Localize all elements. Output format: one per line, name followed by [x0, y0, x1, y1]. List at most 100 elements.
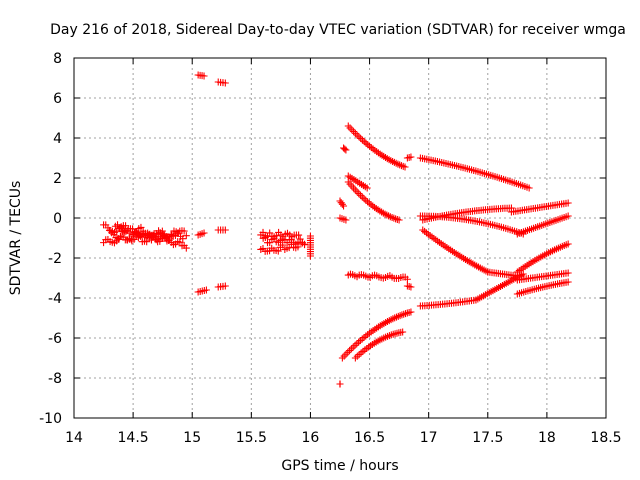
data-point-s19	[356, 337, 364, 345]
data-point-s15	[369, 145, 377, 153]
data-point-s15	[366, 142, 374, 150]
data-points	[100, 71, 572, 388]
data-point-s33	[564, 278, 572, 286]
data-point-s25	[564, 199, 572, 207]
y-tick-labels: -10 -8 -6 -4 -2 0 2 4 6 8	[39, 51, 62, 427]
data-point-s30	[564, 269, 572, 277]
y-tick-label: 8	[53, 51, 62, 67]
data-point-s19	[353, 340, 361, 348]
data-point-s15	[385, 156, 393, 164]
data-point-s32	[519, 270, 527, 278]
data-point-s20	[351, 354, 359, 362]
data-point-s15	[360, 138, 368, 146]
data-point-s17	[367, 201, 375, 209]
data-point-s19	[344, 348, 352, 356]
axis-ticks	[73, 57, 607, 419]
data-point-s17	[357, 191, 365, 199]
data-point-s15	[390, 158, 398, 166]
data-point-s17	[376, 207, 384, 215]
data-point-s15	[378, 151, 386, 159]
data-point-s07	[221, 226, 229, 234]
x-tick-labels: 14 14.5 15 15.5 16 16.5 17 17.5 18 18.5	[65, 430, 622, 446]
data-point-s17	[372, 205, 380, 213]
x-tick-label: 14.5	[118, 430, 149, 446]
data-point-s17	[371, 203, 379, 211]
y-tick-label: 0	[53, 211, 62, 227]
data-point-s17	[379, 209, 387, 217]
data-point-s15	[374, 149, 382, 157]
data-point-s19	[349, 343, 357, 351]
data-point-s17	[381, 210, 389, 218]
y-tick-label: 2	[53, 171, 62, 187]
x-tick-label: 16.5	[354, 430, 385, 446]
data-point-s03	[116, 232, 124, 240]
data-point-s17	[388, 213, 396, 221]
data-point-s02	[158, 227, 166, 235]
x-tick-label: 14	[65, 430, 83, 446]
y-tick-label: -8	[48, 371, 62, 387]
data-point-s20	[357, 349, 365, 357]
y-tick-label: 6	[53, 91, 62, 107]
data-point-s19	[347, 345, 355, 353]
y-tick-label: -4	[48, 291, 62, 307]
data-point-s17	[386, 213, 394, 221]
data-point-s17	[378, 208, 386, 216]
data-point-s15	[387, 157, 395, 165]
x-tick-label: 18	[538, 430, 556, 446]
data-point-s19	[355, 338, 363, 346]
data-point-s17	[393, 215, 401, 223]
data-point-s15	[401, 163, 409, 171]
data-point-s20	[353, 352, 361, 360]
data-point-s05	[221, 79, 229, 87]
data-point-s08	[295, 231, 303, 239]
data-point-s05	[200, 72, 208, 80]
data-point-s15	[355, 133, 363, 141]
data-point-s10	[296, 235, 304, 243]
data-point-s17	[385, 212, 393, 220]
data-point-s15	[394, 160, 402, 168]
data-point-s15	[373, 148, 381, 156]
data-point-s19	[407, 308, 415, 316]
data-point-s10	[261, 234, 269, 242]
data-point-s15	[351, 129, 359, 137]
data-point-s06	[221, 282, 229, 290]
data-point-s17	[364, 198, 372, 206]
data-point-s15	[396, 161, 404, 169]
y-tick-label: 4	[53, 131, 62, 147]
data-point-s17	[362, 196, 370, 204]
y-tick-label: -2	[48, 251, 62, 267]
plot-frame	[73, 57, 607, 419]
data-point-s14	[342, 146, 350, 154]
y-axis-label: SDTVAR / TECUs	[8, 181, 24, 296]
data-point-s13	[340, 202, 348, 210]
x-tick-label: 15.5	[236, 430, 267, 446]
data-point-s15	[362, 139, 370, 147]
data-point-s14	[341, 145, 349, 153]
data-point-s15	[389, 158, 397, 166]
data-point-s17	[369, 202, 377, 210]
data-point-s29	[564, 240, 572, 248]
data-point-s15	[348, 126, 356, 134]
data-point-s13	[338, 200, 346, 208]
data-point-s20	[399, 328, 407, 336]
data-point-s02	[180, 227, 188, 235]
data-point-s17	[392, 215, 400, 223]
grid-lines	[74, 58, 606, 418]
data-point-s17	[374, 206, 382, 214]
data-point-s03	[143, 238, 151, 246]
y-tick-label: -6	[48, 331, 62, 347]
data-point-s17	[360, 195, 368, 203]
data-point-s26	[564, 212, 572, 220]
data-point-s15	[376, 150, 384, 158]
data-point-s20	[355, 351, 363, 359]
data-point-s01	[179, 235, 187, 243]
x-tick-label: 17.5	[472, 430, 503, 446]
chart-title: Day 216 of 2018, Sidereal Day-to-day VTE…	[50, 22, 626, 38]
data-point-s15	[367, 144, 375, 152]
data-point-s15	[358, 136, 366, 144]
data-point-s18	[403, 275, 411, 283]
data-point-s11	[306, 252, 314, 260]
data-point-s17	[395, 216, 403, 224]
data-point-s12	[336, 380, 344, 388]
